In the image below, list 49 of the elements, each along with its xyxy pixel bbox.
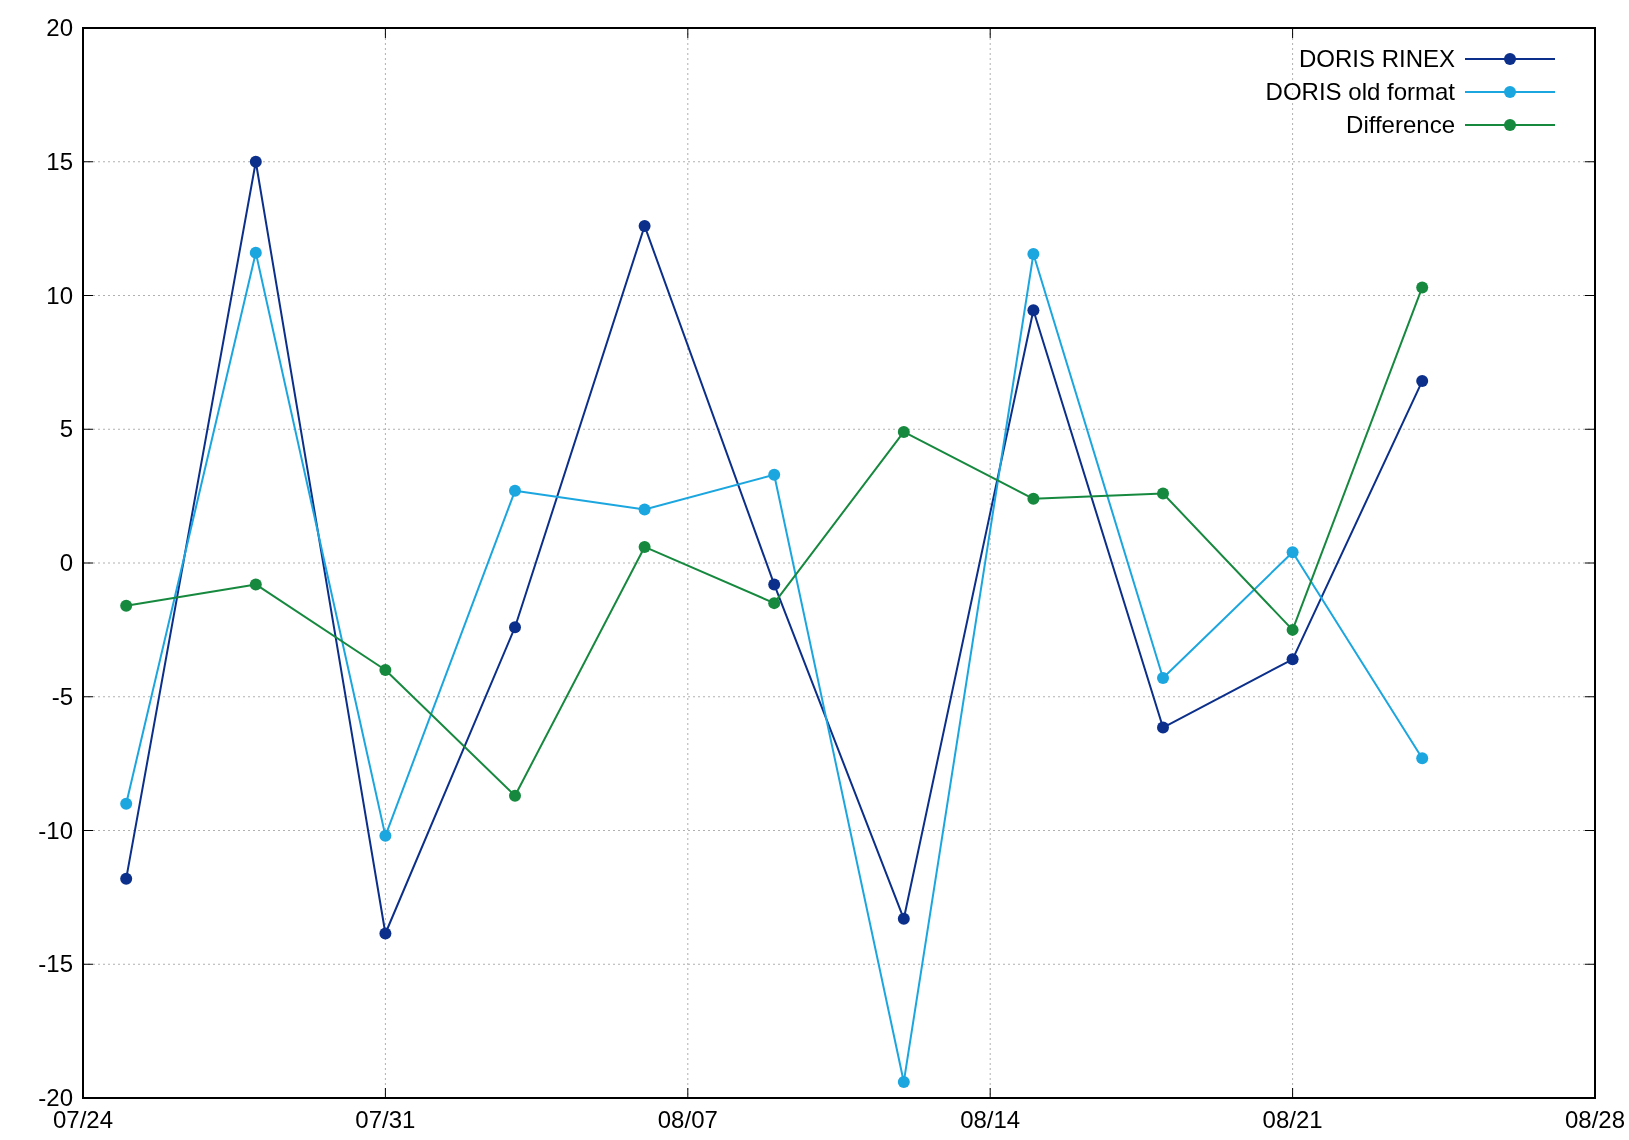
x-tick-label: 07/31	[355, 1106, 416, 1133]
point	[509, 789, 521, 802]
point	[768, 468, 781, 481]
legend-label: Difference	[1346, 111, 1455, 138]
point	[509, 621, 521, 634]
y-tick-label: 5	[59, 415, 73, 443]
point	[1157, 672, 1169, 685]
point	[1027, 304, 1040, 317]
point	[1027, 248, 1040, 261]
point	[120, 599, 133, 612]
legend-label: DORIS old format	[1265, 78, 1456, 105]
point	[638, 219, 651, 232]
point	[1157, 721, 1169, 734]
point	[1286, 653, 1299, 666]
x-tick-label: 08/28	[1564, 1106, 1626, 1133]
point	[1416, 752, 1429, 765]
y-tick-label: 10	[46, 281, 73, 309]
legend-label: DORIS RINEX	[1298, 45, 1455, 72]
point	[509, 484, 521, 497]
point	[897, 425, 910, 438]
point	[1286, 546, 1299, 559]
point	[1027, 492, 1040, 505]
point	[638, 503, 651, 516]
point	[249, 246, 262, 259]
point	[897, 1075, 910, 1088]
point	[379, 664, 392, 676]
point	[768, 597, 781, 610]
x-tick-label: 08/07	[657, 1106, 718, 1133]
x-tick-label: 08/14	[960, 1106, 1021, 1133]
y-tick-label: 15	[46, 147, 73, 175]
point	[120, 797, 133, 810]
point	[379, 829, 392, 842]
point	[1416, 281, 1429, 294]
point	[638, 540, 651, 553]
y-tick-label: -5	[51, 682, 73, 710]
point	[120, 872, 133, 885]
point	[249, 155, 262, 168]
point	[768, 578, 781, 591]
point	[379, 927, 392, 940]
point	[1416, 375, 1429, 388]
y-tick-label: 0	[59, 549, 73, 576]
y-tick-label: 20	[46, 14, 73, 41]
point	[1286, 623, 1299, 636]
point	[897, 912, 910, 925]
point	[249, 578, 262, 591]
y-tick-label: -15	[38, 950, 73, 978]
y-tick-label: -10	[38, 816, 73, 844]
x-tick-label: 08/21	[1262, 1106, 1323, 1133]
point	[1157, 487, 1169, 500]
